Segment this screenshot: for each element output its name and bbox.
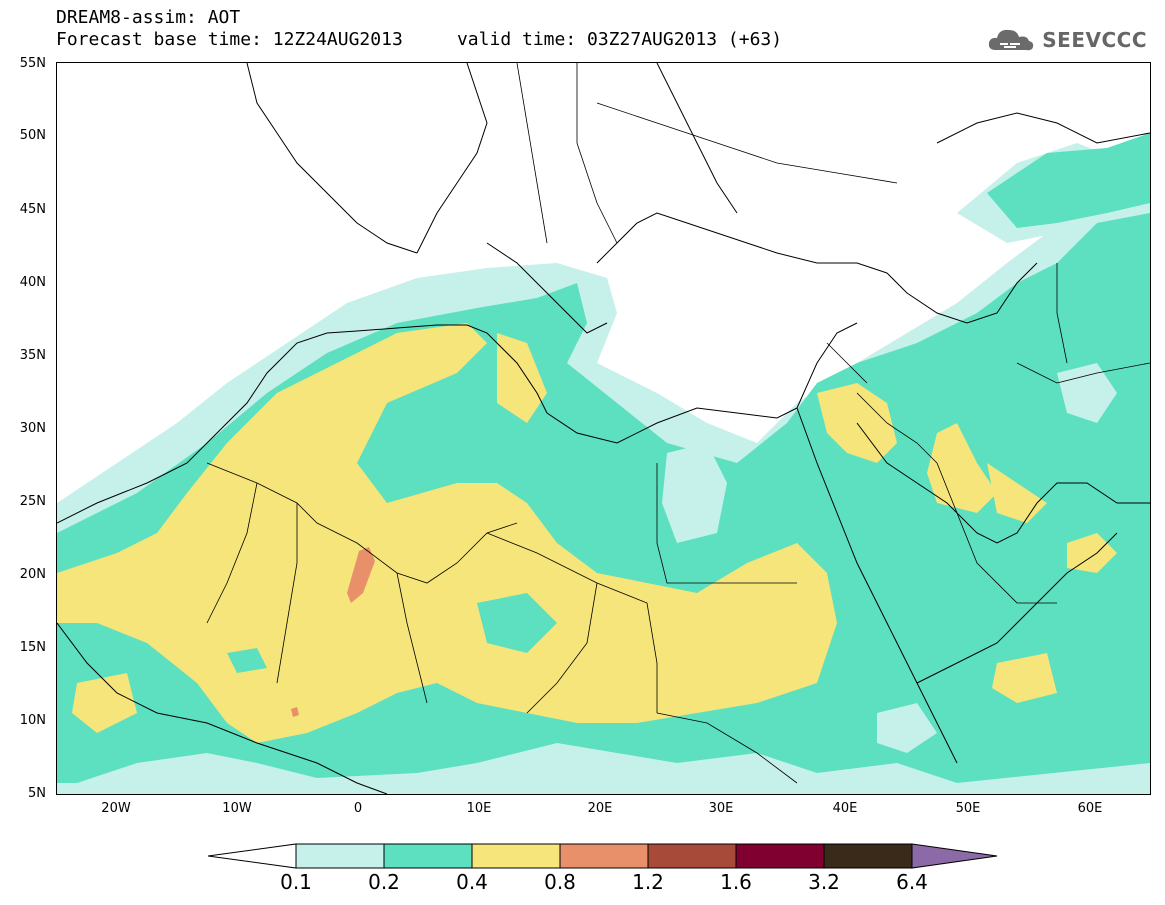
colorbar-label: 0.4 <box>456 870 488 894</box>
aot-0.8-layer <box>291 547 375 717</box>
colorbar-segment <box>823 843 913 869</box>
lat-label: 10N <box>19 713 46 728</box>
lon-label: 20E <box>587 801 613 816</box>
colorbar-label: 0.1 <box>280 870 312 894</box>
colorbar-segment <box>735 843 825 869</box>
aot-0.1-patches <box>662 363 1117 753</box>
lat-label: 40N <box>19 275 46 290</box>
colorbar-segment <box>647 843 737 869</box>
lat-label: 35N <box>19 348 46 363</box>
lat-label: 55N <box>19 56 46 71</box>
colorbar-label: 0.8 <box>544 870 576 894</box>
logo-text: SEEVCCC <box>1042 28 1147 52</box>
aot-0.2-patches <box>227 593 557 673</box>
lat-label: 15N <box>19 640 46 655</box>
title-line-2: Forecast base time: 12Z24AUG2013 valid t… <box>56 29 783 50</box>
colorbar-segment <box>559 843 649 869</box>
colorbar-label: 6.4 <box>896 870 928 894</box>
colorbar-segment <box>471 843 561 869</box>
colorbar <box>208 843 998 869</box>
aot-map <box>56 62 1151 795</box>
lat-label: 5N <box>28 786 46 801</box>
lon-label: 30E <box>708 801 734 816</box>
lon-label: 50E <box>955 801 981 816</box>
seevccc-logo: SEEVCCC <box>986 22 1147 58</box>
colorbar-label: 0.2 <box>368 870 400 894</box>
cloud-logo-icon <box>989 29 1034 51</box>
lat-label: 50N <box>19 128 46 143</box>
colorbar-label: 3.2 <box>808 870 840 894</box>
lon-label: 60E <box>1077 801 1103 816</box>
lat-label: 25N <box>19 494 46 509</box>
colorbar-segment <box>295 843 385 869</box>
colorbar-high-triangle <box>911 843 998 869</box>
lon-label: 10E <box>466 801 492 816</box>
lon-label: 40E <box>832 801 858 816</box>
coastlines <box>57 63 1150 794</box>
lon-label: 0 <box>353 801 363 816</box>
colorbar-low-triangle <box>208 843 297 869</box>
lon-label: 10W <box>222 801 252 816</box>
lon-label: 20W <box>101 801 131 816</box>
colorbar-label: 1.6 <box>720 870 752 894</box>
aot-field <box>57 63 1150 794</box>
country-borders <box>206 63 1150 784</box>
colorbar-segment <box>383 843 473 869</box>
aot-0.4-layer <box>57 323 1117 743</box>
colorbar-label: 1.2 <box>632 870 664 894</box>
lat-label: 20N <box>19 567 46 582</box>
title-line-1: DREAM8-assim: AOT <box>56 7 241 28</box>
lat-label: 45N <box>19 202 46 217</box>
lat-label: 30N <box>19 421 46 436</box>
